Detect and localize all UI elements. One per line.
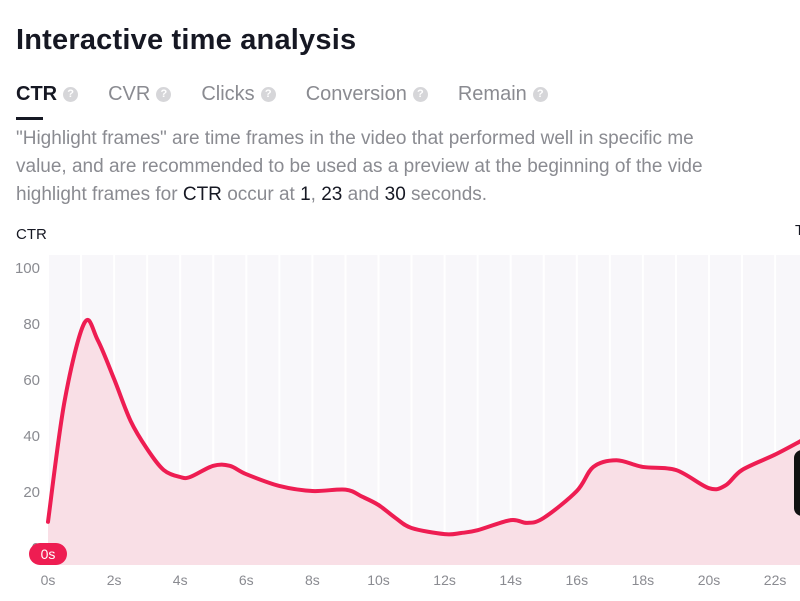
x-tick-label: 4s [173,572,188,588]
y-tick-label: 100 [15,260,40,277]
tab-conversion[interactable]: Conversion? [306,80,428,108]
desc-line: highlight frames for CTR occur at 1, 23 … [16,181,800,209]
highlight-second: 23 [321,184,343,205]
highlight-description: "Highlight frames" are time frames in th… [16,125,800,209]
x-tick-label: 2s [107,572,122,588]
x-tick-label: 14s [499,572,522,588]
x-tick-label: 6s [239,572,254,588]
y-axis-label: CTR [16,226,47,243]
text: occur at [221,184,301,205]
current-time-marker [29,543,67,565]
tab-clicks[interactable]: Clicks? [201,80,276,108]
tab-ctr[interactable]: CTR? [16,80,79,120]
x-tick-label: 8s [305,572,320,588]
area-fill [48,319,800,565]
text: and [342,184,385,205]
x-tick-label: 10s [367,572,390,588]
highlight-second: 1 [300,184,311,205]
x-tick-label: 12s [433,572,456,588]
tab-cvr[interactable]: CVR? [108,80,172,108]
desc-line: value, and are recommended to be used as… [16,156,703,177]
y-tick-label: 80 [23,316,40,333]
tab-label: Conversion [305,82,407,105]
question-circle-icon[interactable]: ? [260,86,276,102]
text: , [310,184,322,205]
text: highlight frames for [16,184,183,205]
desc-line: "Highlight frames" are time frames in th… [16,128,694,149]
tab-label: Clicks [201,82,255,105]
y-tick-label: 20 [23,484,40,501]
x-tick-label: 22s [764,572,787,588]
highlight-second: 30 [384,184,406,205]
question-circle-icon[interactable]: ? [532,86,548,102]
x-tick-label: 20s [698,572,721,588]
x-tick-label: 18s [632,572,655,588]
tab-remain[interactable]: Remain? [458,80,548,108]
x-tick-label: 0s [41,572,56,588]
question-circle-icon[interactable]: ? [156,86,172,102]
x-tick-label: 16s [566,572,589,588]
metric-tabs: CTR? CVR? Clicks? Conversion? Remain? [16,80,578,120]
tab-label: Remain [457,82,527,105]
metric-name: CTR [182,184,222,205]
page-title: Interactive time analysis [16,24,357,56]
text: seconds. [405,184,488,205]
tab-label: CTR [16,82,58,105]
y-tick-label: 60 [23,372,40,389]
tab-label: CVR [108,82,151,105]
question-circle-icon[interactable]: ? [412,86,428,102]
current-time-label: 0s [41,546,56,562]
y-tick-label: 40 [23,428,40,445]
chart-tooltip [794,450,800,516]
cut-off-label: T [795,222,800,239]
question-circle-icon[interactable]: ? [63,86,79,102]
